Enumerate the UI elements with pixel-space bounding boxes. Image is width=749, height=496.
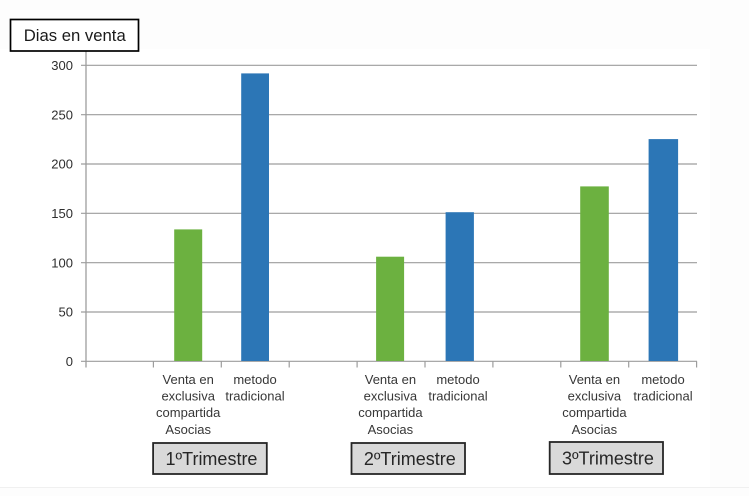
svg-text:Asocias: Asocias [572, 422, 618, 437]
svg-text:Asocias: Asocias [368, 422, 414, 437]
svg-text:compartida: compartida [358, 405, 423, 420]
svg-text:2ºTrimestre: 2ºTrimestre [364, 449, 456, 469]
svg-text:100: 100 [51, 255, 73, 270]
svg-text:Venta en: Venta en [569, 372, 620, 387]
svg-text:compartida: compartida [156, 405, 221, 420]
svg-text:3ºTrimestre: 3ºTrimestre [562, 449, 654, 469]
svg-text:Venta en: Venta en [163, 372, 214, 387]
svg-text:Venta en: Venta en [365, 372, 416, 387]
svg-text:tradicional: tradicional [633, 389, 692, 404]
svg-text:50: 50 [59, 305, 73, 320]
svg-text:0: 0 [66, 354, 73, 369]
svg-text:metodo: metodo [233, 372, 276, 387]
svg-text:Asocias: Asocias [165, 422, 211, 437]
svg-text:150: 150 [51, 206, 73, 221]
svg-text:metodo: metodo [436, 372, 479, 387]
svg-text:exclusiva: exclusiva [568, 389, 622, 404]
svg-text:exclusiva: exclusiva [364, 389, 418, 404]
svg-text:300: 300 [51, 58, 73, 73]
svg-text:tradicional: tradicional [225, 389, 284, 404]
svg-text:exclusiva: exclusiva [161, 389, 215, 404]
svg-text:200: 200 [51, 157, 73, 172]
svg-text:Dias en venta: Dias en venta [24, 26, 127, 45]
svg-text:metodo: metodo [641, 372, 684, 387]
svg-text:compartida: compartida [562, 405, 627, 420]
svg-text:250: 250 [51, 107, 73, 122]
svg-text:tradicional: tradicional [428, 389, 487, 404]
svg-text:1ºTrimestre: 1ºTrimestre [166, 449, 258, 469]
